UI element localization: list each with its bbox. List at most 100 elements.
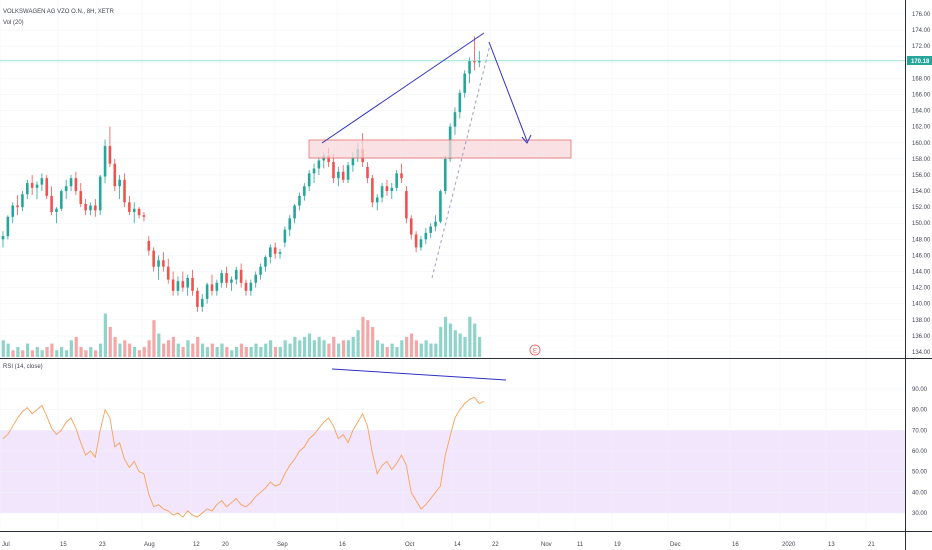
volume-bar: [259, 346, 263, 357]
candle-body: [74, 178, 78, 192]
time-tick-label: 12: [193, 542, 200, 548]
price-tick-label: 144.00: [912, 270, 931, 276]
volume-bar: [30, 350, 35, 357]
projection-arrow-head: [521, 134, 532, 144]
candle-body: [385, 186, 389, 192]
candle-body: [414, 234, 418, 248]
price-tick-label: 166.00: [912, 92, 931, 98]
price-tick-label: 140.00: [912, 302, 931, 308]
candle-body: [162, 260, 165, 267]
candle-body: [419, 239, 423, 248]
price-tick-label: 138.00: [912, 318, 931, 324]
candle-body: [64, 186, 68, 192]
volume-bar: [380, 343, 384, 357]
time-tick-label: 2020: [782, 542, 796, 548]
volume-bar: [200, 343, 205, 357]
volume-bar: [400, 340, 404, 357]
volume-bar: [147, 340, 151, 357]
price-tick-label: 156.00: [912, 173, 931, 179]
candle-body: [1, 236, 5, 240]
volume-bar: [434, 343, 438, 357]
rsi-axis[interactable]: 90.00 80.00 70.00 60.00 50.00 40.00 30.00: [912, 387, 928, 517]
volume-bar: [123, 340, 127, 357]
volume-bar: [448, 323, 453, 357]
candle-body: [244, 282, 248, 291]
volume-bar: [356, 330, 360, 357]
price-tick-label: 142.00: [912, 286, 931, 292]
last-price-value: 170.18: [911, 59, 930, 65]
time-tick-label: 15: [60, 542, 67, 548]
volume-bar: [405, 336, 409, 357]
volume-bar: [157, 333, 161, 357]
time-tick-label: Dec: [670, 542, 681, 548]
price-tick-label: 160.00: [912, 141, 931, 147]
price-tick-label: 174.00: [912, 28, 931, 34]
volume-bar: [26, 343, 30, 357]
price-tick-label: 158.00: [912, 157, 931, 163]
rsi-line-layer: [2, 396, 485, 518]
resistance-zone-rectangle[interactable]: [308, 139, 572, 159]
volume-bar: [186, 340, 190, 357]
candle-body: [205, 284, 209, 299]
candle-body: [332, 162, 335, 179]
volume-bar: [414, 340, 418, 357]
price-axis[interactable]: 176.00174.00172.00170.00168.00166.00164.…: [912, 12, 931, 356]
candle-body: [108, 145, 112, 164]
projection-arrow-line[interactable]: [488, 41, 528, 142]
volume-bar: [303, 336, 307, 357]
trend-line-upper[interactable]: [321, 32, 485, 144]
time-tick-label: 16: [339, 542, 346, 548]
rsi-tick-label: 90.00: [912, 387, 928, 393]
volume-bar: [94, 350, 98, 357]
volume-bar: [205, 346, 210, 357]
volume-bar: [176, 343, 180, 357]
candle-body: [128, 202, 131, 212]
volume-bar: [298, 340, 302, 357]
volume-bar: [463, 336, 467, 357]
candle-body: [312, 168, 316, 174]
candle-body: [215, 282, 219, 291]
volume-bar: [346, 340, 350, 357]
price-tick-label: 152.00: [912, 205, 931, 211]
volume-bar: [439, 326, 443, 357]
volume-bar: [35, 346, 39, 357]
candle-body: [303, 186, 306, 196]
time-axis[interactable]: Jul 15 23 Aug 12 20 Sep 16 Oct 14 22 Nov 11 19 Dec 16 20…: [2, 542, 875, 548]
volume-bar: [89, 346, 93, 357]
candle-body: [327, 155, 330, 163]
candle-body: [11, 205, 15, 217]
volume-bar: [210, 343, 214, 357]
rsi-divergence-line[interactable]: [331, 368, 507, 381]
volume-bar: [69, 340, 73, 357]
candle-body: [181, 281, 185, 288]
earnings-marker-icon[interactable]: [529, 344, 541, 356]
volume-bar: [278, 346, 282, 357]
drawings[interactable]: [308, 32, 572, 381]
candle-body: [118, 179, 121, 187]
trend-line-dashed-support[interactable]: [431, 44, 491, 279]
candle-body: [69, 178, 73, 187]
volume-bar: [409, 333, 414, 357]
volume-bar: [264, 343, 268, 357]
candle-body: [341, 171, 345, 180]
volume-bar: [113, 336, 117, 357]
volume-bar: [40, 350, 44, 357]
candle-body: [283, 229, 287, 243]
volume-bar: [21, 350, 25, 357]
candle-body: [26, 183, 29, 195]
time-tick-label: 13: [828, 542, 835, 548]
last-price-tag: [907, 56, 932, 65]
candle-body: [400, 173, 403, 179]
volume-bar: [50, 343, 54, 357]
volume-bar: [293, 336, 297, 357]
price-tick-label: 168.00: [912, 76, 931, 82]
candle-body: [137, 208, 141, 216]
rsi-tick-label: 30.00: [912, 511, 928, 517]
candle-body: [40, 178, 44, 185]
candle-body: [157, 260, 160, 267]
price-tick-label: 136.00: [912, 334, 931, 340]
rsi-tick-label: 60.00: [912, 449, 928, 455]
candle-body: [269, 247, 272, 258]
volume-bar: [361, 316, 365, 357]
